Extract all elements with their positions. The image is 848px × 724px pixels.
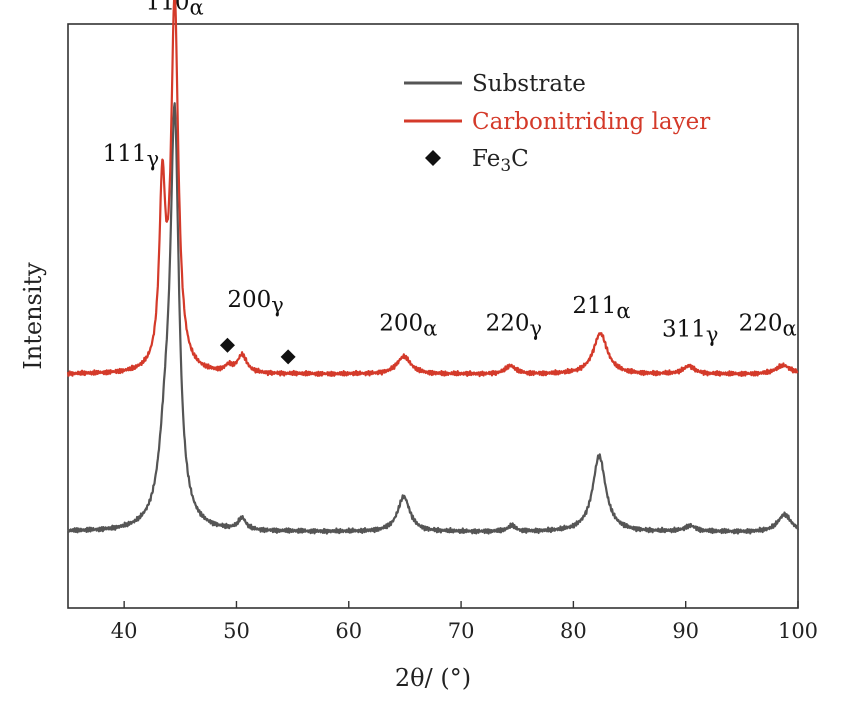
peak-label-200-alpha-4: 200α <box>379 311 437 341</box>
x-axis-title: 2θ/ (°) <box>395 664 471 692</box>
legend: Substrate Carbonitriding layer Fe3C <box>404 71 710 176</box>
peak-label-220-gamma-5: 220γ <box>486 311 542 341</box>
x-axis-ticks: 40 50 60 70 80 90 100 <box>111 601 818 643</box>
x-tick-label-100: 100 <box>778 619 818 643</box>
x-tick-label-40: 40 <box>111 619 138 643</box>
fe3c-marker-2 <box>280 349 296 365</box>
x-tick-label-90: 90 <box>672 619 699 643</box>
legend-swatch-fe3c-diamond <box>425 150 441 166</box>
x-tick-label-50: 50 <box>223 619 250 643</box>
series-line-carbonitriding-layer <box>66 0 799 378</box>
peak-label-110-alpha-1: 110α <box>146 0 204 19</box>
fe3c-markers <box>219 337 296 365</box>
series-line-substrate <box>67 102 800 535</box>
peak-label-311-gamma-7: 311γ <box>662 316 718 346</box>
x-tick-label-80: 80 <box>560 619 587 643</box>
peak-label-200-gamma-3: 200γ <box>227 287 283 317</box>
peak-label-211-alpha-6: 211α <box>572 293 630 323</box>
peak-label-111-gamma-2: 111γ <box>103 141 159 171</box>
peak-label-220-alpha-8: 220α <box>739 311 797 341</box>
peak-annotations: 110α 111γ 200γ 200α 220γ 211α 311γ 220α <box>103 0 797 346</box>
series-layer <box>66 0 800 535</box>
legend-label-substrate: Substrate <box>472 71 586 97</box>
y-axis-title: Intensity <box>19 262 47 370</box>
legend-label-fe3c: Fe3C <box>472 146 529 176</box>
plot-frame <box>67 23 799 609</box>
x-tick-label-70: 70 <box>448 619 475 643</box>
x-tick-label-60: 60 <box>335 619 362 643</box>
fe3c-marker-1 <box>219 337 235 353</box>
legend-label-carbonitriding: Carbonitriding layer <box>472 109 710 135</box>
